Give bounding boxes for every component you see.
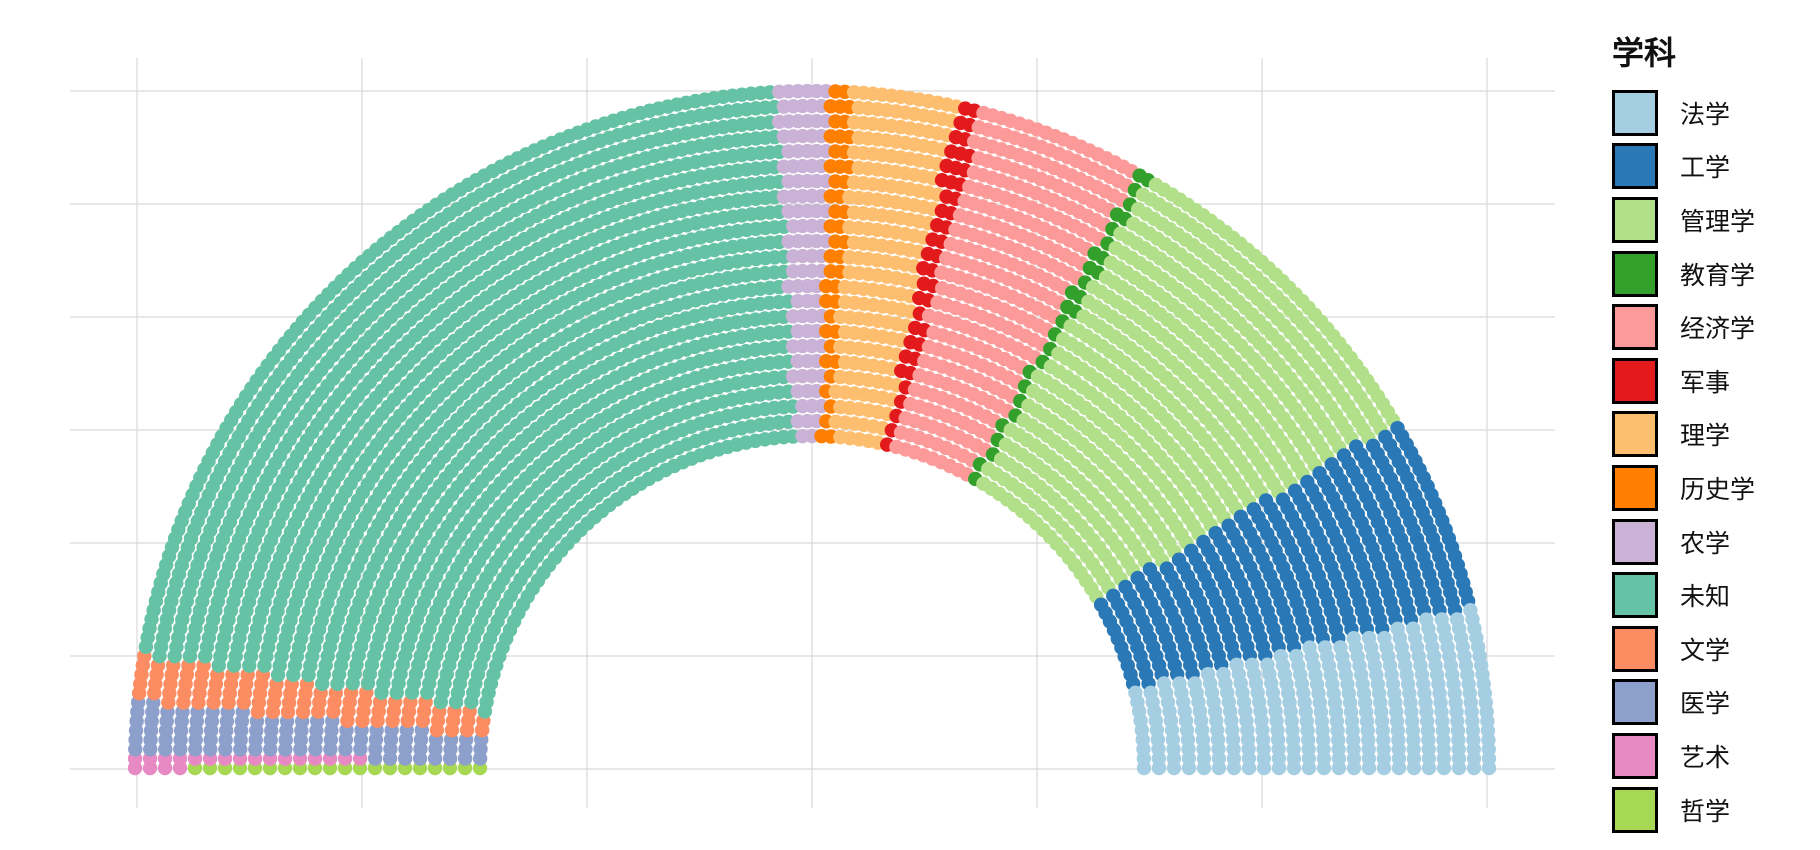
legend-swatch <box>1612 572 1658 619</box>
seat <box>1436 760 1452 776</box>
seat <box>1481 760 1497 776</box>
legend-item: 哲学 <box>1612 783 1755 837</box>
seat <box>1421 760 1437 776</box>
legend-label: 军事 <box>1680 367 1731 397</box>
seat <box>1376 760 1392 776</box>
legend-title: 学科 <box>1612 34 1677 72</box>
legend-item: 艺术 <box>1612 729 1755 783</box>
legend-swatch <box>1612 357 1658 404</box>
legend-item: 理学 <box>1612 408 1755 462</box>
seat <box>1331 760 1347 776</box>
seat <box>1256 760 1272 776</box>
seat <box>1136 760 1152 776</box>
seat <box>1361 760 1377 776</box>
legend-label: 历史学 <box>1680 474 1756 504</box>
seat <box>1181 760 1197 776</box>
legend-item: 未知 <box>1612 568 1755 622</box>
seat <box>1211 760 1227 776</box>
legend-label: 管理学 <box>1680 206 1756 236</box>
seat <box>1196 760 1212 776</box>
legend-label: 工学 <box>1680 153 1731 183</box>
seat <box>1301 760 1317 776</box>
seat <box>1451 760 1467 776</box>
seat <box>1226 760 1242 776</box>
legend-item: 文学 <box>1612 622 1755 676</box>
legend-swatch <box>1612 250 1658 297</box>
legend-swatch <box>1612 679 1658 726</box>
legend-label: 未知 <box>1680 582 1731 612</box>
legend-swatch <box>1612 89 1658 136</box>
seat <box>1466 760 1482 776</box>
parliament-chart <box>70 58 1555 808</box>
legend-swatch <box>1612 304 1658 351</box>
legend-item: 教育学 <box>1612 247 1755 301</box>
legend-item: 经济学 <box>1612 300 1755 354</box>
legend-swatch <box>1612 411 1658 458</box>
seat <box>1316 760 1332 776</box>
legend: 学科 法学工学管理学教育学经济学军事理学历史学农学未知文学医学艺术哲学 <box>1612 28 1755 836</box>
seat <box>1271 760 1287 776</box>
legend-label: 教育学 <box>1680 260 1756 290</box>
seat <box>1241 760 1257 776</box>
legend-swatch <box>1612 196 1658 243</box>
legend-swatch <box>1612 143 1658 190</box>
seats <box>127 83 1497 776</box>
legend-item: 管理学 <box>1612 193 1755 247</box>
legend-item: 法学 <box>1612 86 1755 140</box>
legend-label: 经济学 <box>1680 314 1756 344</box>
legend-label: 哲学 <box>1680 796 1731 826</box>
legend-label: 医学 <box>1680 689 1731 719</box>
seat <box>1151 760 1167 776</box>
legend-label: 艺术 <box>1680 742 1731 772</box>
legend-item: 医学 <box>1612 676 1755 730</box>
legend-swatch <box>1612 732 1658 779</box>
legend-swatch <box>1612 625 1658 672</box>
legend-swatch <box>1612 518 1658 565</box>
legend-item: 农学 <box>1612 515 1755 569</box>
legend-label: 法学 <box>1680 99 1731 129</box>
legend-swatch <box>1612 786 1658 833</box>
seat <box>1391 760 1407 776</box>
seat <box>1166 760 1182 776</box>
legend-item: 工学 <box>1612 140 1755 194</box>
seat <box>1346 760 1362 776</box>
legend-swatch <box>1612 464 1658 511</box>
legend-label: 文学 <box>1680 635 1731 665</box>
seat <box>1406 760 1422 776</box>
legend-label: 农学 <box>1680 528 1731 558</box>
legend-item: 军事 <box>1612 354 1755 408</box>
legend-item: 历史学 <box>1612 461 1755 515</box>
legend-label: 理学 <box>1680 421 1731 451</box>
seat <box>1286 760 1302 776</box>
